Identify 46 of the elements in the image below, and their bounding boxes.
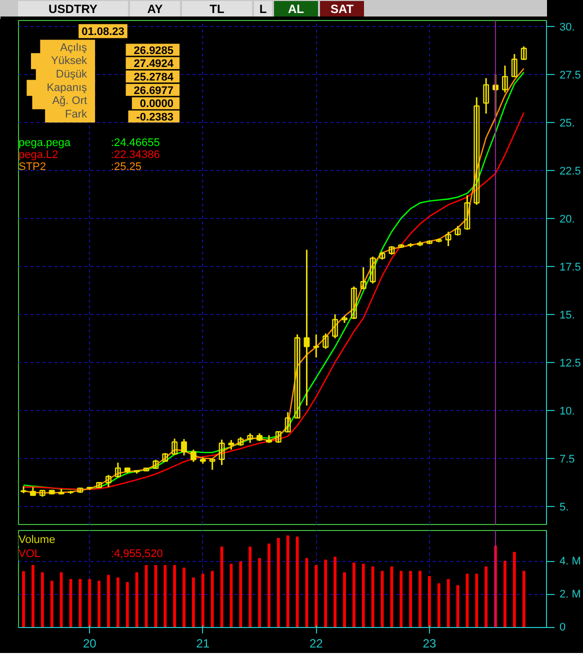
- text: L: [254, 1, 272, 18]
- y-tick-label: 4. M: [560, 556, 581, 568]
- y-tick-label: 5.: [560, 501, 569, 514]
- annotation: 27.4924: [134, 58, 174, 70]
- annotation: -0.2383: [136, 112, 174, 124]
- x-tick-label: 20: [82, 636, 97, 650]
- text: SAT: [320, 1, 364, 18]
- annotation: 26.9285: [134, 44, 174, 57]
- x-tick-label: 21: [196, 636, 210, 650]
- annotation: 25.2784: [134, 71, 174, 84]
- annotation: Açılış: [60, 42, 88, 54]
- text: AY: [130, 1, 180, 18]
- annotation: 01.08.23: [82, 26, 124, 38]
- text: USDTRY: [18, 1, 128, 18]
- annotation: Yüksek: [50, 55, 88, 68]
- series-label: VOL: [18, 548, 41, 560]
- annotation: Fark: [65, 108, 88, 121]
- annotation: 0.0000: [140, 98, 174, 110]
- y-tick-label: 17.5: [560, 261, 581, 274]
- annotation: :4,955,520: [110, 548, 163, 560]
- annotation: :25.25: [110, 161, 142, 174]
- y-tick-label: 0: [560, 622, 566, 634]
- y-tick-label: 22.5: [560, 165, 581, 178]
- text: STP2: [18, 161, 46, 174]
- y-tick-label: 20.: [560, 213, 575, 226]
- x-tick-label: 23: [422, 636, 436, 650]
- text: pega.L2: [18, 149, 58, 162]
- y-tick-label: 10.: [560, 405, 575, 418]
- y-tick-label: 27.5: [560, 69, 581, 82]
- annotation: 26.6977: [134, 84, 174, 97]
- x-tick-label: 22: [309, 636, 324, 650]
- annotation: :22.34386: [110, 149, 160, 162]
- y-tick-label: 25.: [560, 117, 575, 130]
- annotation: Düşük: [56, 68, 88, 80]
- y-tick-label: 12.5: [560, 357, 581, 370]
- annotation: Kapanış: [46, 82, 88, 94]
- y-tick-label: 7.5: [560, 453, 575, 466]
- annotation: Ağ. Ort: [52, 95, 88, 108]
- y-tick-label: 15.: [560, 309, 575, 322]
- text: pega.pega: [18, 137, 72, 150]
- text: TL: [182, 1, 252, 18]
- annotation: :24.46655: [110, 137, 160, 150]
- text: AL: [274, 1, 318, 18]
- chart-title: Volume: [18, 534, 56, 546]
- y-tick-label: 30.: [560, 21, 575, 34]
- y-tick-label: 2. M: [560, 588, 581, 601]
